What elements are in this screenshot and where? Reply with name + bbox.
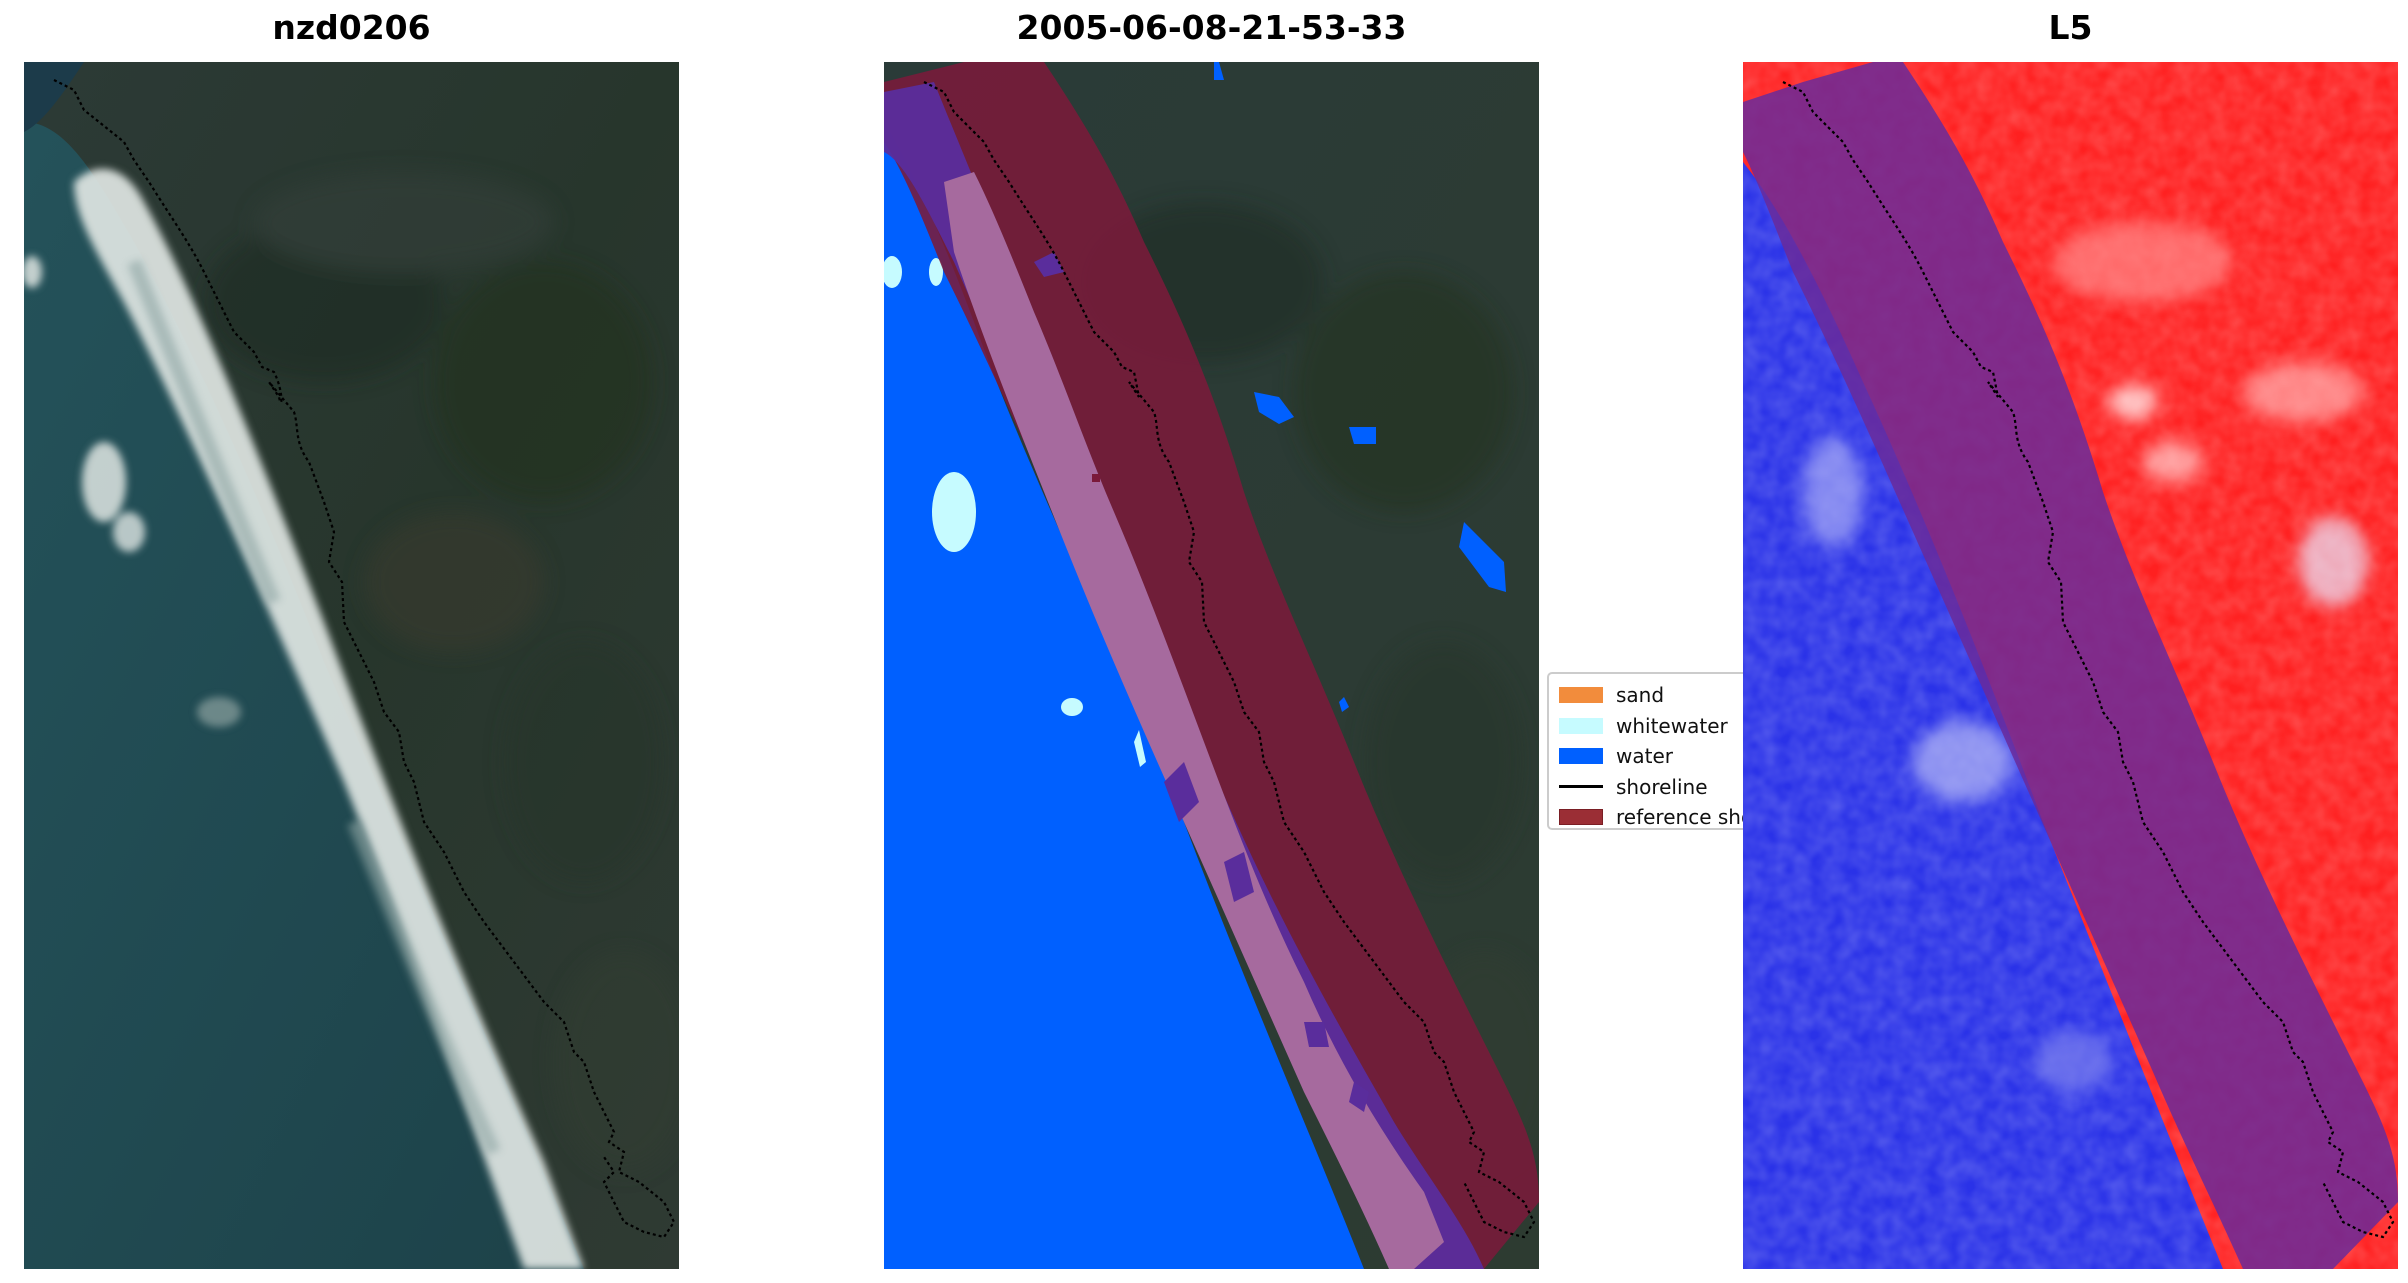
classification-image — [884, 62, 1539, 1269]
shoreline-trace — [923, 81, 1536, 1239]
rgb-image-panel — [24, 62, 679, 1269]
classification-panel — [884, 62, 1539, 1269]
shoreline-trace — [1782, 81, 2395, 1239]
legend-swatch-water — [1559, 748, 1603, 765]
legend-label: sand — [1616, 683, 1665, 708]
panel-title-rgb: nzd0206 — [272, 8, 431, 47]
legend-label: reference shoreline buffer — [1616, 805, 1743, 830]
legend-item-sand: sand — [1549, 680, 1743, 711]
legend-item-whitewater: whitewater — [1549, 711, 1743, 742]
legend-item-reference-shoreline: reference shoreline buffer — [1549, 802, 1743, 830]
shoreline-trace — [53, 79, 676, 1239]
rgb-image — [24, 62, 679, 1269]
panel-title-classification: 2005-06-08-21-53-33 — [1016, 8, 1407, 47]
legend-swatch-sand — [1559, 687, 1603, 704]
legend-item-shoreline: shoreline — [1549, 772, 1743, 803]
legend-swatch-whitewater — [1559, 717, 1603, 734]
legend-item-water: water — [1549, 741, 1743, 772]
legend-label: whitewater — [1616, 713, 1728, 738]
legend-label: water — [1616, 744, 1673, 769]
legend-line-shoreline — [1559, 785, 1603, 789]
legend: sand whitewater water shoreline referenc… — [1547, 672, 1743, 830]
panel-title-index: L5 — [2048, 8, 2093, 47]
index-panel — [1743, 62, 2398, 1269]
index-image — [1743, 62, 2398, 1269]
legend-swatch-reference-shoreline — [1559, 809, 1603, 826]
legend-label: shoreline — [1616, 774, 1708, 799]
